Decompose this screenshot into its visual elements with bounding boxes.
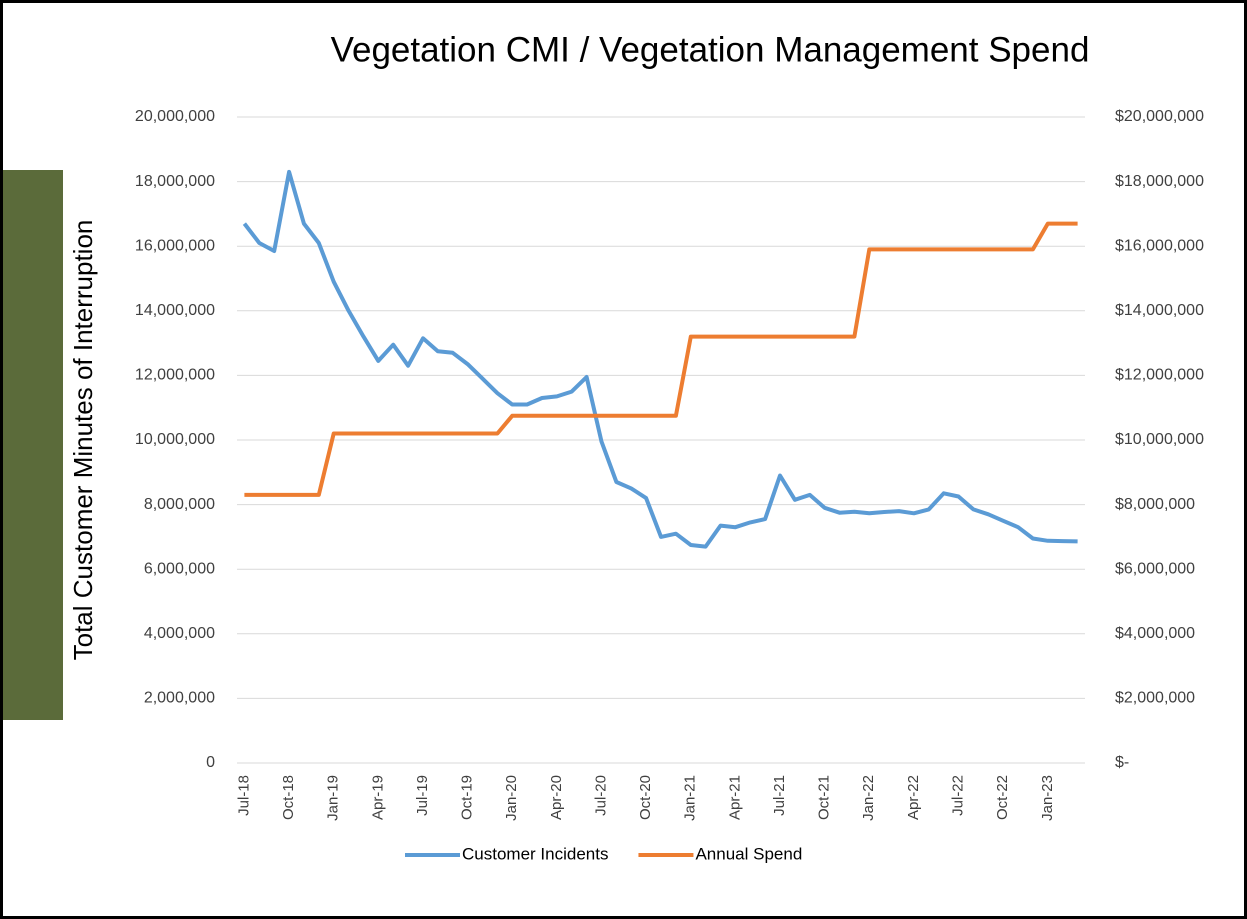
y2-tick-label: $2,000,000 (1115, 690, 1195, 707)
y-tick-label: 0 (206, 754, 215, 771)
y-tick-label: 20,000,000 (135, 108, 215, 125)
y2-tick-label: $18,000,000 (1115, 173, 1204, 190)
y2-tick-label: $10,000,000 (1115, 431, 1204, 448)
y-tick-label: 2,000,000 (144, 690, 215, 707)
y-axis-label: Total Customer Minutes of Interruption (68, 220, 98, 661)
x-tick-label: Jan-22 (860, 775, 877, 821)
x-tick-label: Apr-20 (548, 775, 565, 820)
x-tick-label: Oct-21 (816, 775, 833, 820)
y-tick-label: 18,000,000 (135, 173, 215, 190)
x-tick-label: Jul-22 (950, 775, 967, 816)
y2-tick-label: $14,000,000 (1115, 302, 1204, 319)
x-tick-label: Oct-22 (994, 775, 1011, 820)
photo-strip (3, 170, 63, 720)
y-tick-label: 14,000,000 (135, 302, 215, 319)
x-tick-label: Jul-18 (235, 775, 252, 816)
y-tick-label: 8,000,000 (144, 496, 215, 513)
y2-tick-label: $4,000,000 (1115, 625, 1195, 642)
x-tick-label: Oct-18 (280, 775, 297, 820)
y-tick-label: 4,000,000 (144, 625, 215, 642)
x-tick-label: Apr-22 (905, 775, 922, 820)
series-line (244, 221, 1078, 497)
y2-tick-label: $20,000,000 (1115, 108, 1204, 125)
x-tick-label: Jan-19 (325, 775, 342, 821)
y2-tick-label: $6,000,000 (1115, 560, 1195, 577)
x-tick-label: Apr-21 (726, 775, 743, 820)
x-tick-label: Jul-19 (414, 775, 431, 816)
legend-label: Customer Incidents (462, 844, 608, 863)
legend-label: Annual Spend (695, 844, 802, 863)
x-tick-label: Apr-19 (369, 775, 386, 820)
x-tick-label: Jan-21 (682, 775, 699, 821)
x-tick-label: Oct-19 (459, 775, 476, 820)
y2-tick-label: $- (1115, 754, 1129, 771)
photo-edge (63, 160, 77, 730)
x-tick-label: Jul-21 (771, 775, 788, 816)
y-tick-label: 12,000,000 (135, 367, 215, 384)
chart-title: Vegetation CMI / Vegetation Management S… (331, 30, 1090, 69)
x-tick-label: Oct-20 (637, 775, 654, 820)
y-tick-label: 16,000,000 (135, 237, 215, 254)
y2-tick-label: $12,000,000 (1115, 367, 1204, 384)
x-tick-label: Jul-20 (592, 775, 609, 816)
y2-tick-label: $16,000,000 (1115, 237, 1204, 254)
series-line (242, 169, 1078, 549)
y-tick-label: 6,000,000 (144, 560, 215, 577)
x-tick-label: Jan-23 (1039, 775, 1056, 821)
y-tick-label: 10,000,000 (135, 431, 215, 448)
x-tick-label: Jan-20 (503, 775, 520, 821)
y2-tick-label: $8,000,000 (1115, 496, 1195, 513)
